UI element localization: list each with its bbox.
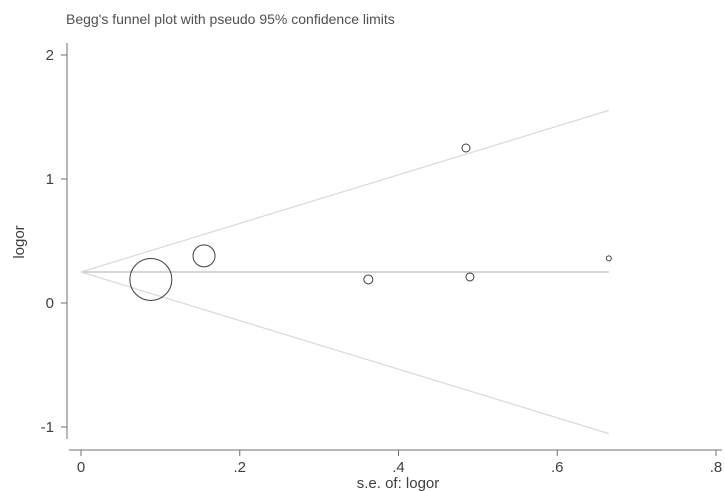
y-tick-label: 0 xyxy=(46,295,54,312)
y-tick-label: 2 xyxy=(46,47,54,64)
study-marker xyxy=(461,143,471,153)
x-tick-label: .8 xyxy=(710,459,723,476)
y-tick-label: 1 xyxy=(46,171,54,188)
study-points xyxy=(129,143,612,301)
lower-confidence-limit xyxy=(80,271,610,435)
x-axis-label: s.e. of: logor xyxy=(357,475,440,491)
y-tick-label: -1 xyxy=(41,419,54,436)
x-tick-label: .6 xyxy=(551,459,564,476)
x-tick-label: .4 xyxy=(392,459,405,476)
x-tick-label: 0 xyxy=(77,459,85,476)
upper-confidence-limit xyxy=(80,109,610,273)
x-tick-label: .2 xyxy=(233,459,246,476)
study-marker xyxy=(465,272,475,282)
axes: -1 0 1 2 0 .2 .4 .6 .8 xyxy=(41,43,723,476)
study-marker xyxy=(192,244,216,268)
y-axis-label: logor xyxy=(11,225,28,258)
study-marker xyxy=(605,255,612,262)
study-marker xyxy=(363,274,374,285)
chart-title: Begg's funnel plot with pseudo 95% confi… xyxy=(66,11,395,27)
funnel-lines xyxy=(80,109,610,435)
study-marker xyxy=(129,257,173,301)
